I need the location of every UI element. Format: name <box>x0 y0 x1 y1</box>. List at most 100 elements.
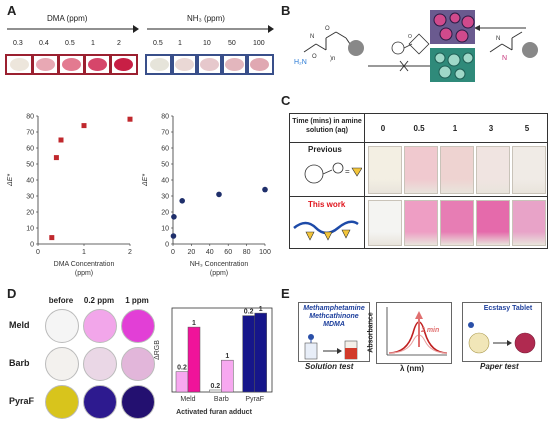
bar-data-label: 0.2 <box>244 309 254 316</box>
nh3-arrow <box>147 25 274 33</box>
reaction-arrow-icon <box>474 25 526 31</box>
data-point <box>81 123 87 129</box>
x-tick-label: 0 <box>171 249 175 256</box>
y-axis-label: ΔE* <box>142 174 149 187</box>
petri-dish <box>45 309 79 343</box>
bar <box>209 389 222 393</box>
data-point <box>53 155 59 161</box>
y-tick-label: 50 <box>26 162 34 169</box>
svg-text:N: N <box>496 36 500 42</box>
sample-photo <box>368 146 402 194</box>
bar <box>187 326 201 393</box>
bar-data-label: 1 <box>225 353 229 360</box>
data-point <box>49 235 55 241</box>
solution-test-label: Solution test <box>305 362 354 371</box>
sample-photo <box>404 146 438 194</box>
color-swatch <box>83 54 112 75</box>
y-tick-label: 80 <box>26 114 34 121</box>
right-molecule-icon: N N <box>489 31 538 62</box>
paper-test-box: Ecstasy Tablet <box>462 302 542 362</box>
y-tick-label: 30 <box>26 194 34 201</box>
svg-text:O: O <box>312 54 317 60</box>
y-tick-label: 70 <box>26 130 34 137</box>
tablet-test-icon <box>468 322 536 354</box>
x-axis-label: DMA Concentration <box>54 261 115 268</box>
x-tick-label: 100 <box>259 249 271 256</box>
x-tick-label: 20 <box>188 249 196 256</box>
bar-data-label: 0.2 <box>210 383 220 390</box>
scale-level-label: 0.4 <box>39 40 49 47</box>
dish-row-label: Barb <box>9 358 30 368</box>
dma-title: DMA (ppm) <box>47 14 88 23</box>
color-swatch <box>145 54 174 75</box>
time-column-header: 0 <box>380 124 386 133</box>
y-tick-label: 40 <box>26 178 34 185</box>
scale-level-label: 1 <box>178 40 182 47</box>
bar <box>175 371 189 393</box>
dish-column-header: before <box>48 296 74 305</box>
bar-data-label: 0.2 <box>177 365 187 372</box>
analyte-name: Methamphetamine <box>303 305 365 312</box>
row-this-work-label: This work <box>308 200 346 209</box>
y-tick-label: 80 <box>161 114 169 121</box>
x-tick-label: 1 <box>82 249 86 256</box>
y-tick-label: 0 <box>30 242 34 249</box>
lambda-axis-label: λ (nm) <box>400 364 424 373</box>
color-swatch <box>109 54 138 75</box>
absorbance-curve <box>386 307 448 356</box>
panel-label-b: B <box>281 3 291 18</box>
y-tick-label: 30 <box>161 194 169 201</box>
solution-test-box: Methamphetamine Methcathinone MDMA <box>298 302 370 362</box>
svg-text:=: = <box>345 167 350 176</box>
absorbance-plot-box: Absorbance 2 min <box>368 302 452 364</box>
absorbance-axis-label: Absorbance <box>367 312 375 353</box>
time-column-header: 5 <box>524 124 530 133</box>
scale-level-label: 1 <box>91 40 95 47</box>
data-point <box>170 233 177 239</box>
nh3-title: NH₃ (ppm) <box>187 14 225 23</box>
color-swatch <box>57 54 86 75</box>
y-tick-label: 20 <box>26 210 34 217</box>
svg-text:N: N <box>310 34 314 40</box>
x-tick-label: 0 <box>36 249 40 256</box>
panel-label-d: D <box>7 286 17 301</box>
dish-row-label: PyraF <box>9 396 35 406</box>
time-column-header: 3 <box>488 124 494 133</box>
x-axis-unit: (ppm) <box>210 270 228 277</box>
color-swatch <box>5 54 34 75</box>
time-annotation: 2 min <box>421 327 440 334</box>
y-tick-label: 60 <box>161 146 169 153</box>
time-column-header: 1 <box>452 124 458 133</box>
y-tick-label: 70 <box>161 130 169 137</box>
nh3-scale: NH₃ (ppm) 0.5 1 10 50 100 <box>145 14 275 84</box>
vial-icon <box>304 334 358 360</box>
y-tick-label: 10 <box>161 226 169 233</box>
polymer-chain-icon <box>293 220 359 241</box>
svg-text:)n: )n <box>330 56 335 62</box>
panel-d-dishes: before 0.2 ppm 1 ppm Meld Barb PyraF <box>5 296 155 424</box>
tablet-label: Ecstasy Tablet <box>483 305 533 312</box>
sample-photo <box>476 200 510 246</box>
dma-scatter-chart: 0 10 20 30 40 50 60 70 80 0 1 2 ΔE* DMA Concentration… <box>7 114 133 277</box>
x-tick-label: 60 <box>224 249 232 256</box>
analyte-name: Methcathinone <box>309 313 359 320</box>
color-swatch <box>170 54 199 75</box>
dish-column-header: 0.2 ppm <box>83 296 115 305</box>
scale-level-label: 50 <box>228 40 236 47</box>
dma-scale: DMA (ppm) 0.3 0.4 0.5 1 2 <box>5 14 140 84</box>
left-molecule-icon: O N O H₂N )n <box>294 26 364 66</box>
petri-dish <box>83 347 117 381</box>
data-point <box>58 137 64 143</box>
bar <box>221 359 234 393</box>
y-tick-label: 50 <box>161 162 169 169</box>
petri-dish <box>83 385 117 419</box>
color-swatch <box>245 54 274 75</box>
x-tick-label: Meld <box>180 396 195 403</box>
y-tick-label: 20 <box>161 210 169 217</box>
panel-label-c: C <box>281 93 291 108</box>
sample-photo <box>368 200 402 246</box>
y-tick-label: 40 <box>161 178 169 185</box>
y-tick-label: 0 <box>165 242 169 249</box>
svg-text:O: O <box>325 26 330 32</box>
scale-level-label: 10 <box>203 40 211 47</box>
